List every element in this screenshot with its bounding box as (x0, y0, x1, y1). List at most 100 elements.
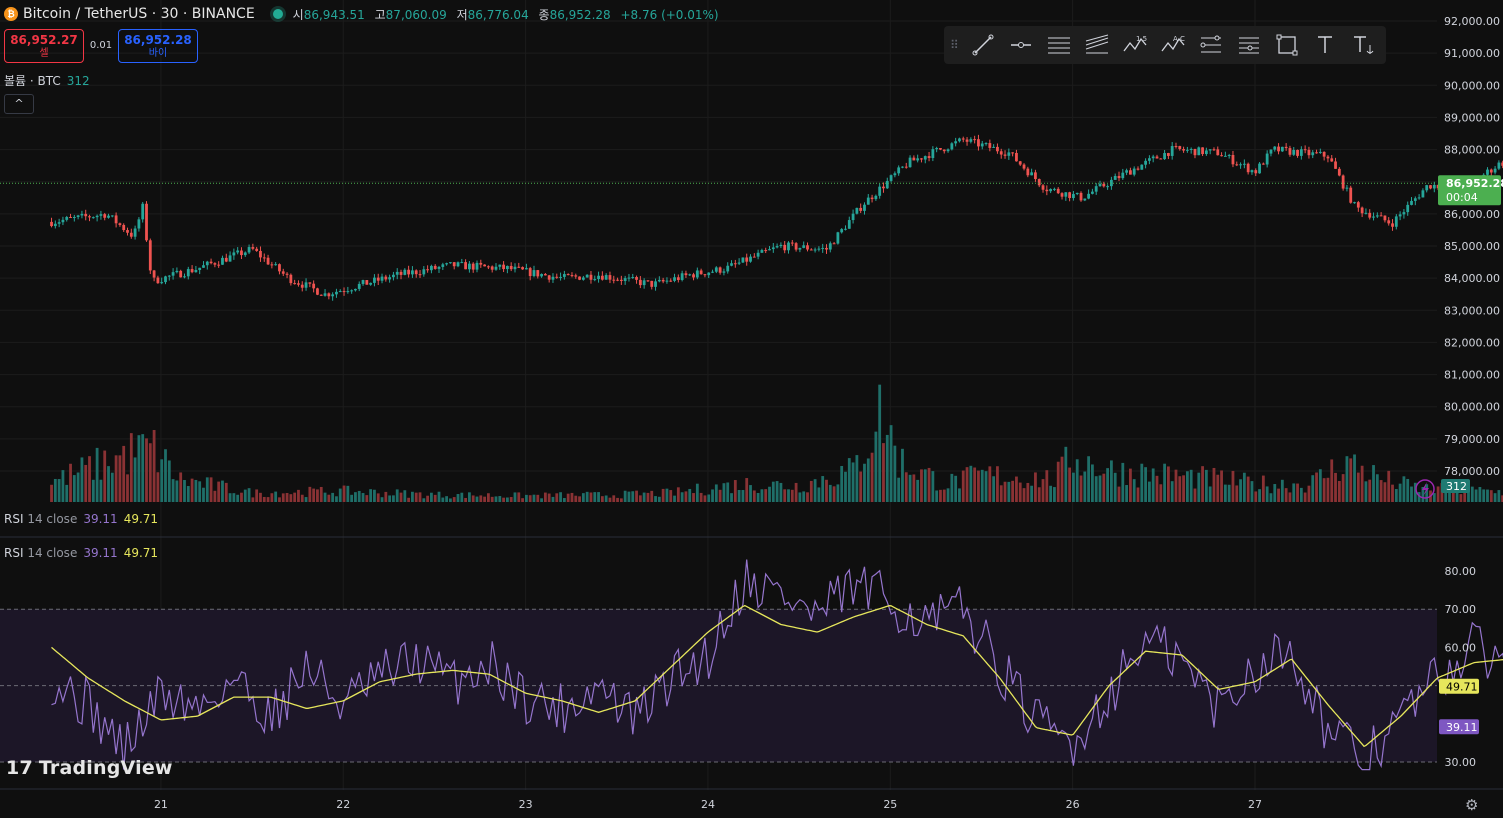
volume-bar (904, 472, 908, 502)
candles (50, 134, 1503, 301)
candle-body (1151, 156, 1155, 159)
volume-bar (350, 494, 354, 502)
volume-bar (794, 482, 798, 502)
candle-body (1493, 168, 1497, 173)
candle-body (300, 284, 304, 288)
volume-bar (600, 496, 604, 502)
abcd-pattern-icon[interactable]: A C (1154, 26, 1192, 64)
horizontal-ray-icon[interactable] (1002, 26, 1040, 64)
candle-body (840, 229, 844, 233)
volume-bar (1201, 466, 1204, 502)
candle-body (262, 257, 266, 259)
buy-button[interactable]: 86,952.28 바이 (118, 29, 198, 63)
volume-bar (53, 478, 57, 502)
volume-bar (1467, 490, 1470, 502)
volume-bar (1368, 479, 1372, 502)
candle-body (863, 204, 866, 211)
candle-body (164, 276, 167, 283)
candle-body (1330, 158, 1334, 162)
candle-body (57, 222, 61, 224)
xabcd-pattern-icon[interactable]: 1 5 (1116, 26, 1154, 64)
volume-bar (908, 474, 912, 502)
volume-bar (475, 496, 479, 502)
candle-body (950, 143, 954, 150)
volume-bar (722, 483, 726, 502)
candle-body (1368, 212, 1372, 218)
candle-body (1501, 162, 1503, 166)
volume-bar (300, 494, 304, 502)
candle-body (1337, 168, 1341, 176)
sell-button[interactable]: 86,952.27 셀 (4, 29, 84, 63)
candle-body (327, 293, 331, 297)
trend-line-icon[interactable] (964, 26, 1002, 64)
volume-bar (1296, 483, 1299, 502)
volume-bar (1151, 468, 1155, 502)
symbol-title[interactable]: Bitcoin / TetherUS · 30 · BINANCE (23, 6, 255, 22)
xabcd-label: 1 5 (1136, 35, 1147, 43)
candle-body (190, 269, 194, 273)
volume-bar (418, 492, 422, 502)
volume-bar (1432, 493, 1436, 502)
rsi-legend-1[interactable]: RSI 14 close 39.11 49.71 (4, 512, 158, 526)
candle-body (392, 274, 395, 278)
candle-body (61, 219, 65, 223)
collapse-legend-button[interactable]: ^ (4, 94, 34, 114)
volume-bar (870, 452, 874, 502)
volume-bar (665, 488, 669, 502)
candle-body (1402, 212, 1406, 215)
text-icon[interactable] (1306, 26, 1344, 64)
candle-body (1227, 154, 1231, 156)
volume-bar (559, 492, 562, 502)
candle-body (1003, 154, 1007, 156)
candle-body (635, 277, 638, 280)
volume-bar (274, 491, 278, 502)
volume-bar (1189, 469, 1193, 502)
candle-body (1060, 193, 1064, 197)
volume-bar (631, 491, 635, 502)
abcd-label: A C (1173, 35, 1185, 43)
rectangle-icon[interactable] (1268, 26, 1306, 64)
price-tick-label: 80,000.00 (1444, 401, 1500, 414)
parallel-channel-icon[interactable] (1040, 26, 1078, 64)
candle-body (638, 279, 642, 286)
volume-bar (1318, 469, 1322, 502)
volume-bar (137, 435, 141, 502)
candle-body (764, 250, 768, 252)
volume-bar (1459, 494, 1463, 502)
anchored-text-icon[interactable] (1344, 26, 1382, 64)
volume-bar (468, 492, 471, 502)
volume-bar (1410, 486, 1413, 502)
candle-body (578, 276, 581, 280)
candle-body (939, 148, 942, 150)
candle-body (1204, 150, 1208, 155)
candle-body (50, 221, 53, 227)
volume-bar (346, 485, 350, 502)
volume-bar (532, 494, 536, 502)
tradingview-logo[interactable]: 𝟭𝟳 TradingView (6, 757, 173, 779)
volume-bar (1489, 490, 1493, 502)
volume-bar (1144, 467, 1147, 502)
candle-body (760, 250, 764, 253)
volume-bar (1334, 472, 1337, 502)
rsi-legend-2[interactable]: RSI 14 close 39.11 49.71 (4, 546, 158, 560)
candle-body (388, 277, 392, 280)
candle-body (1372, 216, 1375, 218)
fib-retracement-icon[interactable] (1192, 26, 1230, 64)
volume-bar (695, 483, 699, 502)
candle-body (1360, 207, 1364, 214)
volume-bar (175, 480, 179, 502)
settings-gear-icon[interactable]: ⚙ (1465, 796, 1479, 814)
regression-icon[interactable] (1078, 26, 1116, 64)
rsi-line (51, 559, 1503, 771)
volume-bar (1375, 474, 1379, 502)
market-status-icon[interactable] (272, 9, 283, 19)
volume-bar (1075, 459, 1079, 502)
volume-legend[interactable]: 볼륨 · BTC 312 (4, 72, 90, 89)
volume-bar (1311, 475, 1315, 502)
drag-handle-icon[interactable]: ⠿ (950, 38, 959, 52)
volume-bar (392, 495, 395, 502)
volume-bar (646, 492, 650, 502)
candle-body (179, 270, 183, 278)
fib-extension-icon[interactable] (1230, 26, 1268, 64)
